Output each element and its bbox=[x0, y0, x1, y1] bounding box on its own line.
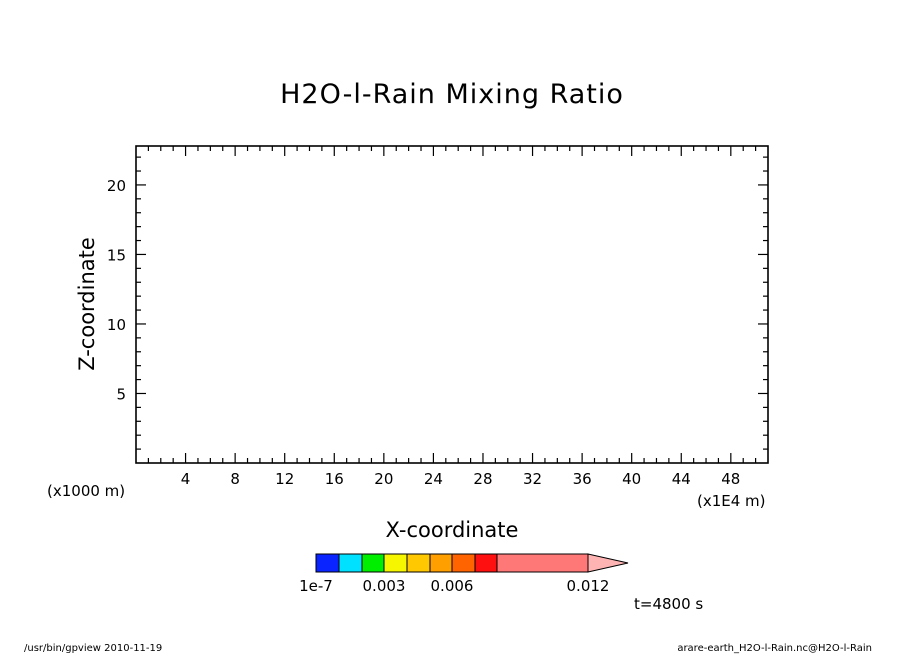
x-axis: 4 8 12 16 20 24 28 32 36 40 44 48 bbox=[147, 146, 757, 488]
colorbar-band bbox=[315, 553, 340, 573]
x-tick-label: 28 bbox=[473, 470, 492, 488]
colorbar-label: 1e-7 bbox=[299, 577, 333, 595]
colorbar-label: 0.006 bbox=[431, 577, 474, 595]
y-tick-label: 10 bbox=[107, 316, 126, 334]
x-tick-label: 16 bbox=[325, 470, 344, 488]
colorbar-label: 0.012 bbox=[567, 577, 610, 595]
colorbar-band bbox=[496, 553, 589, 573]
x-tick-label: 8 bbox=[230, 470, 240, 488]
x-tick-label: 12 bbox=[275, 470, 294, 488]
colorbar-band bbox=[429, 553, 453, 573]
time-label: t=4800 s bbox=[634, 595, 703, 613]
x-axis-label: X-coordinate bbox=[386, 518, 519, 542]
x-tick-label: 20 bbox=[374, 470, 393, 488]
x-tick-label: 36 bbox=[573, 470, 592, 488]
x-axis-unit: (x1E4 m) bbox=[697, 492, 766, 510]
colorbar-band bbox=[383, 553, 408, 573]
colorbar-band bbox=[338, 553, 363, 573]
colorbar-label: 0.003 bbox=[363, 577, 406, 595]
colorbar-band bbox=[474, 553, 498, 573]
plot-frame bbox=[135, 145, 769, 464]
x-tick-label: 24 bbox=[424, 470, 443, 488]
y-axis-unit: (x1000 m) bbox=[47, 482, 125, 500]
x-tick-label: 44 bbox=[672, 470, 691, 488]
y-axis-label: Z-coordinate bbox=[75, 237, 99, 371]
colorbar-band bbox=[406, 553, 431, 573]
y-tick-label: 20 bbox=[107, 177, 126, 195]
y-axis: 5 10 15 20 bbox=[107, 156, 768, 450]
colorbar-band bbox=[361, 553, 385, 573]
x-tick-label: 48 bbox=[721, 470, 740, 488]
colorbar-band bbox=[451, 553, 476, 573]
x-tick-label: 32 bbox=[523, 470, 542, 488]
colorbar-overflow-arrow bbox=[587, 553, 629, 573]
footer-left: /usr/bin/gpview 2010-11-19 bbox=[24, 643, 162, 654]
chart-title: H2O-l-Rain Mixing Ratio bbox=[280, 79, 624, 110]
colorbar: 1e-7 0.003 0.006 0.012 bbox=[299, 553, 629, 595]
y-tick-label: 5 bbox=[116, 385, 126, 403]
x-tick-label: 4 bbox=[181, 470, 191, 488]
footer-right: arare-earth_H2O-l-Rain.nc@H2O-l-Rain bbox=[677, 643, 872, 654]
y-tick-label: 15 bbox=[107, 246, 126, 264]
x-tick-label: 40 bbox=[622, 470, 641, 488]
